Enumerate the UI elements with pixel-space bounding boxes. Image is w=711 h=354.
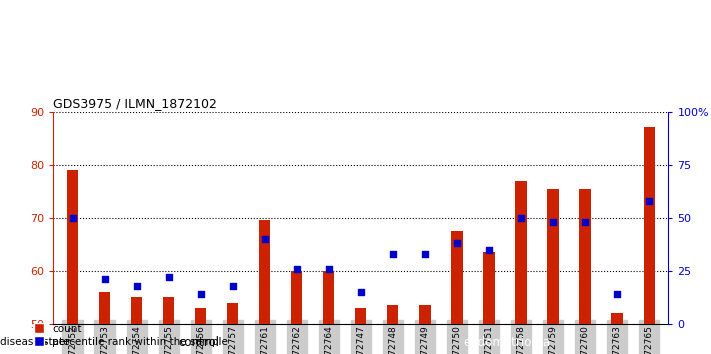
- Point: [547, 219, 559, 225]
- Point: [419, 251, 431, 257]
- Point: [67, 215, 78, 221]
- Bar: [611, 313, 623, 324]
- Text: control: control: [178, 336, 220, 349]
- Point: [515, 215, 527, 221]
- Text: GDS3975 / ILMN_1872102: GDS3975 / ILMN_1872102: [53, 97, 217, 110]
- Point: [355, 289, 366, 295]
- Bar: [515, 181, 527, 324]
- Bar: [579, 188, 591, 324]
- Point: [227, 283, 238, 289]
- Bar: [356, 308, 366, 324]
- Bar: [131, 297, 142, 324]
- Point: [643, 198, 655, 204]
- Point: [195, 291, 206, 297]
- Bar: [195, 308, 206, 324]
- Point: [131, 283, 142, 289]
- Bar: [324, 271, 334, 324]
- Bar: [451, 231, 463, 324]
- Bar: [547, 188, 559, 324]
- Point: [323, 266, 334, 272]
- Legend: count, percentile rank within the sample: count, percentile rank within the sample: [33, 324, 228, 347]
- Bar: [643, 127, 655, 324]
- Point: [611, 291, 623, 297]
- Bar: [292, 271, 302, 324]
- Point: [387, 251, 399, 257]
- Bar: [259, 220, 270, 324]
- Bar: [387, 305, 398, 324]
- Point: [483, 247, 495, 252]
- Point: [291, 266, 302, 272]
- Point: [259, 236, 270, 242]
- Point: [99, 276, 110, 282]
- Bar: [163, 297, 174, 324]
- Bar: [227, 303, 238, 324]
- Point: [451, 240, 463, 246]
- Point: [579, 219, 591, 225]
- Bar: [483, 252, 495, 324]
- Point: [163, 274, 174, 280]
- Bar: [67, 170, 78, 324]
- Text: disease state: disease state: [0, 337, 70, 348]
- Bar: [419, 305, 430, 324]
- Bar: [99, 292, 110, 324]
- Text: endometrioma: endometrioma: [463, 336, 550, 349]
